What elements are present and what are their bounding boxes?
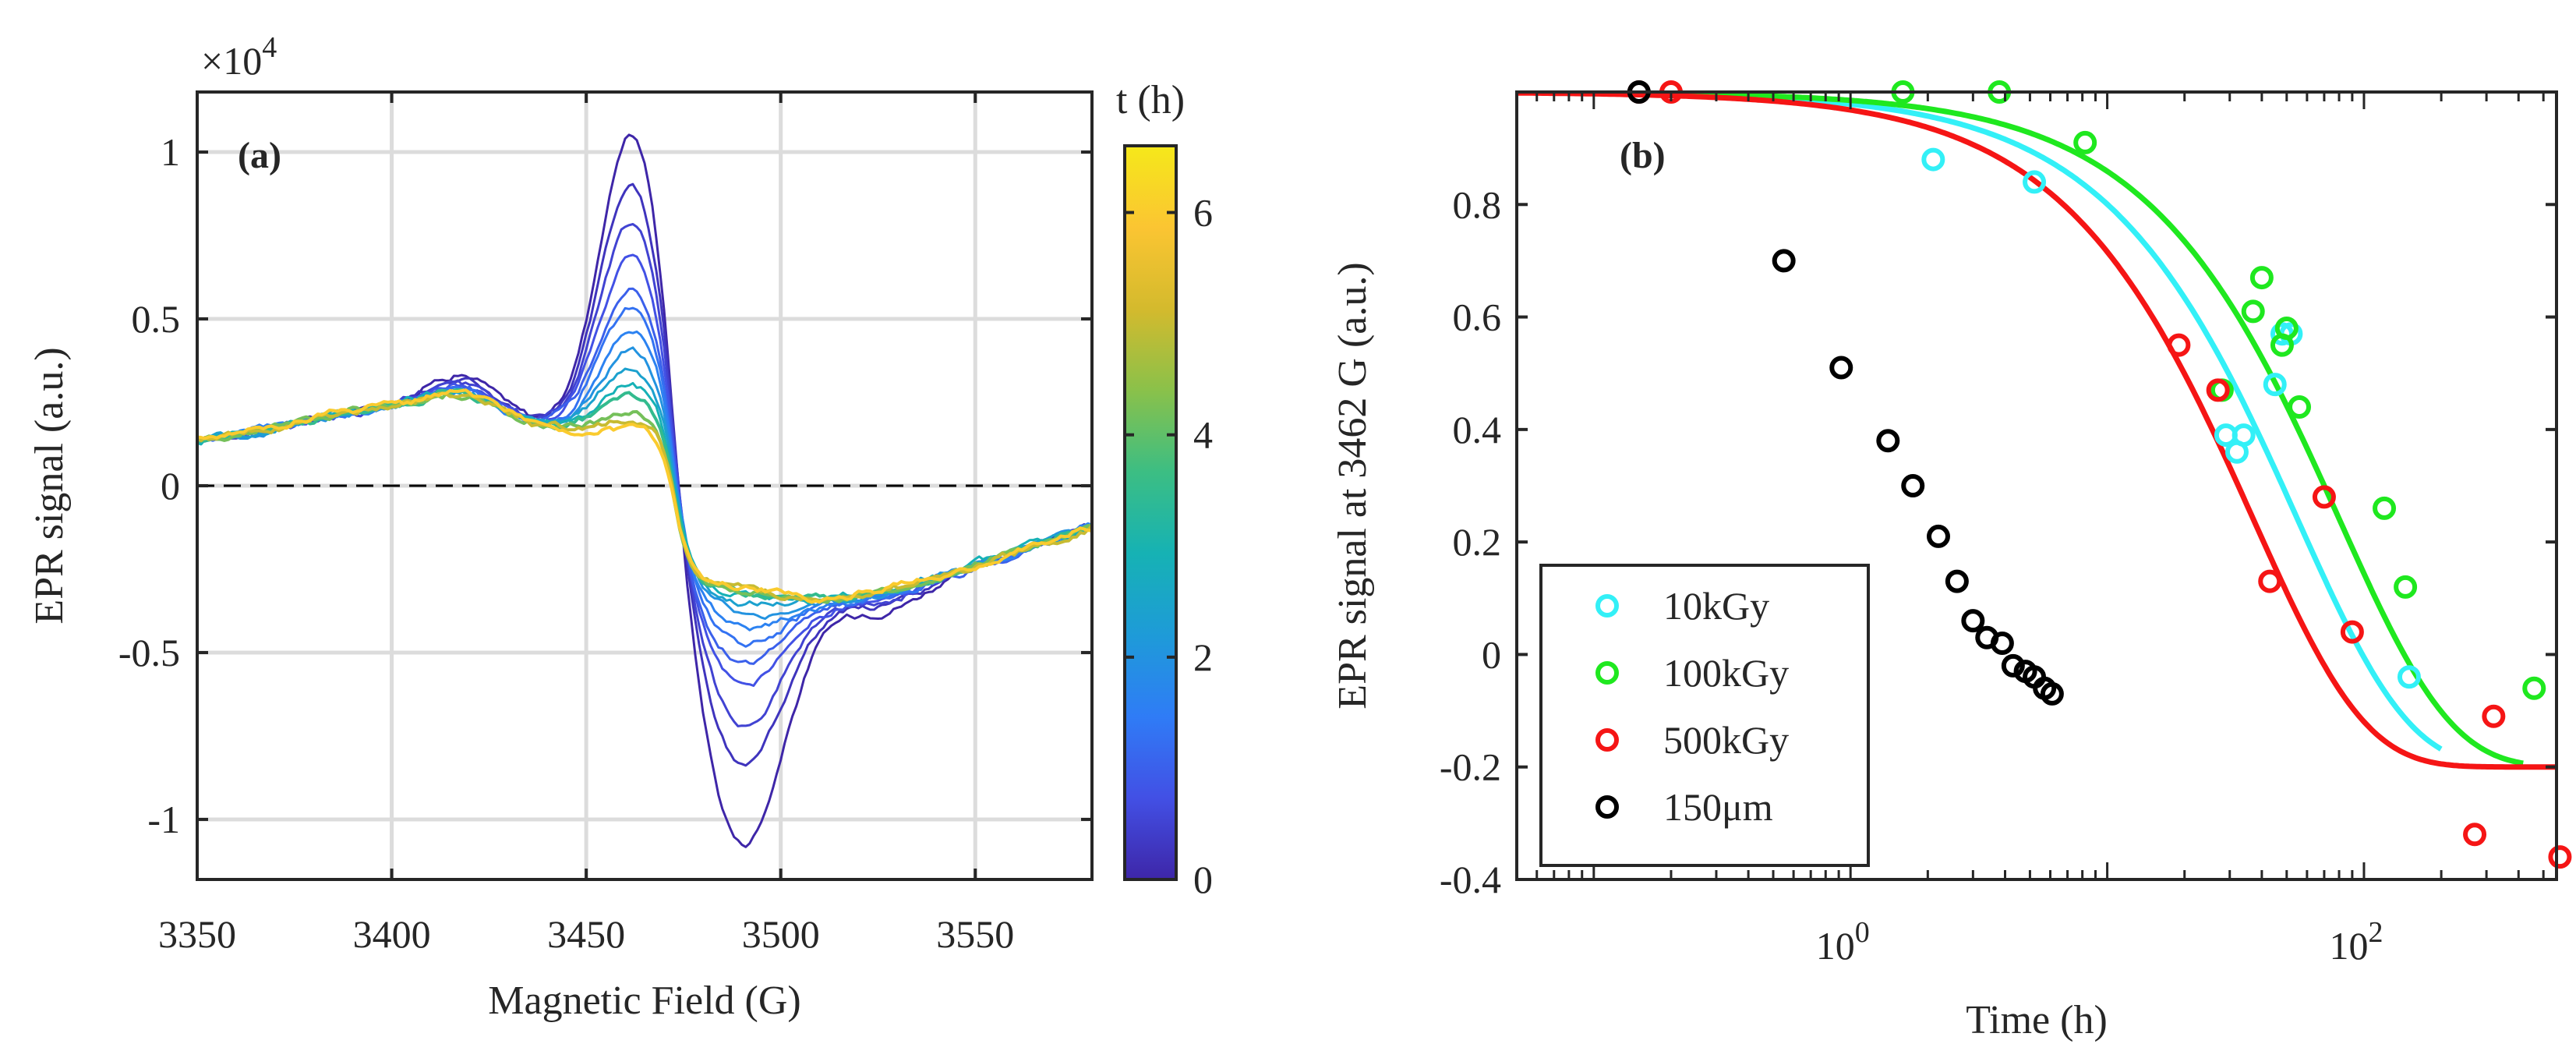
data-point: [2397, 665, 2421, 689]
data-point: [1945, 569, 1969, 593]
legend-label: 100kGy: [1663, 651, 1789, 695]
colorbar-fill: [1125, 146, 1176, 879]
data-point: [2340, 620, 2364, 644]
data-point: [2312, 485, 2336, 509]
panel-b-xtick-base: 10: [2329, 924, 2368, 968]
panel-b-xtick-label: 100: [1816, 916, 1870, 968]
panel-a-xtick-label: 3500: [742, 912, 820, 956]
panel-a-y-exponent-base: ×10: [201, 39, 262, 83]
data-point: [2258, 569, 2282, 593]
panel-a-ylabel: EPR signal (a.u.): [27, 347, 72, 624]
panel-b-xtick-power: 2: [2368, 916, 2383, 949]
fit-curve-500kGy: [1517, 92, 2557, 770]
panel-a-ytick-label: -1: [147, 798, 180, 841]
data-point: [2023, 170, 2047, 194]
data-point: [1921, 147, 1945, 172]
panel-b-xlabel: Time (h): [1966, 998, 2108, 1042]
data-point: [2206, 378, 2230, 402]
data-point: [2073, 130, 2097, 154]
panel-b-ytick-label: 0: [1482, 632, 1501, 676]
panel-a-y-exponent: ×104: [201, 31, 277, 83]
legend-marker: [1595, 728, 1619, 752]
legend-label: 10kGy: [1663, 584, 1769, 628]
colorbar-tick-label: 4: [1193, 413, 1213, 457]
data-point: [2001, 653, 2025, 678]
data-point: [2394, 575, 2418, 599]
legend-marker: [1595, 661, 1619, 685]
data-point: [2241, 299, 2265, 324]
data-point: [2249, 266, 2274, 290]
panel-b-legend: 10kGy 100kGy 500kGy 150μm: [1539, 564, 1870, 867]
data-point: [1772, 249, 1796, 273]
panel-a-ytick-label: 0: [161, 464, 180, 508]
data-point: [1876, 429, 1900, 453]
panel-a-ticks: 3350 3400 3450 3500 3550 -1 -0.5 0 0.5 1: [118, 92, 1092, 956]
panel-b-ytick-label: -0.4: [1440, 858, 1501, 901]
panel-a-y-exponent-power: 4: [262, 31, 277, 64]
panel-a-curves: [197, 133, 1092, 848]
panel-b-ytick-label: 0.2: [1453, 520, 1502, 564]
panel-a-ytick-label: -0.5: [118, 631, 180, 674]
data-point: [2274, 317, 2299, 340]
epr-curve: [197, 388, 1092, 604]
legend-box: [1539, 564, 1870, 867]
panel-a-xlabel: Magnetic Field (G): [488, 978, 800, 1023]
data-point: [2463, 823, 2487, 847]
data-point: [1926, 524, 1950, 548]
panel-b-frame: [1515, 90, 2558, 881]
data-point: [1829, 356, 1853, 380]
panel-b-ytick-label: -0.2: [1440, 745, 1501, 789]
panel-a-xtick-label: 3550: [936, 912, 1014, 956]
colorbar: 0 2 4 6 t (h): [1116, 78, 1213, 901]
data-point: [2373, 496, 2397, 520]
panel-b-label: (b): [1620, 135, 1666, 176]
data-point: [2548, 845, 2572, 869]
panel-b-ylabel: EPR signal at 3462 G (a.u.): [1330, 262, 1375, 709]
legend-items: 10kGy 100kGy 500kGy 150μm: [1595, 584, 1789, 829]
panel-a-ytick-label: 1: [161, 130, 180, 174]
panel-a-label: (a): [238, 135, 281, 176]
colorbar-tick-label: 2: [1193, 635, 1213, 679]
legend-marker: [1595, 594, 1619, 618]
panel-a-xtick-label: 3450: [547, 912, 625, 956]
colorbar-frame: [1123, 144, 1178, 881]
panel-b-ytick-label: 0.4: [1453, 408, 1502, 451]
data-point: [1901, 474, 1925, 497]
panel-b-ytick-label: 0.8: [1453, 182, 1502, 226]
data-point: [2167, 333, 2191, 357]
data-point: [1990, 632, 2014, 655]
data-point: [2040, 681, 2064, 706]
data-point: [2522, 676, 2546, 700]
colorbar-tick-label: 6: [1193, 191, 1213, 235]
panel-a-xtick-label: 3400: [353, 912, 431, 956]
panel-a-ytick-label: 0.5: [132, 297, 181, 341]
panel-a-xtick-label: 3350: [158, 912, 236, 956]
data-point: [2482, 704, 2506, 728]
panel-a: 3350 3400 3450 3500 3550 -1 -0.5 0 0.5 1 (a) Magn…: [27, 31, 1213, 1023]
data-point: [2263, 373, 2287, 397]
panel-b-xtick-power: 0: [1855, 916, 1870, 949]
data-point: [2288, 395, 2312, 419]
legend-label: 500kGy: [1663, 718, 1789, 762]
colorbar-ticks: 0 2 4 6: [1125, 191, 1213, 901]
panel-b-xtick-label: 102: [2329, 916, 2383, 968]
legend-marker: [1595, 795, 1619, 819]
colorbar-tick-label: 0: [1193, 858, 1213, 901]
data-point: [1961, 609, 1985, 633]
data-point: [2231, 423, 2256, 448]
panel-b-xtick-base: 10: [1816, 924, 1855, 968]
legend-label: 150μm: [1663, 785, 1773, 829]
panel-b-ytick-label: 0.6: [1453, 295, 1502, 339]
colorbar-label: t (h): [1116, 78, 1185, 122]
